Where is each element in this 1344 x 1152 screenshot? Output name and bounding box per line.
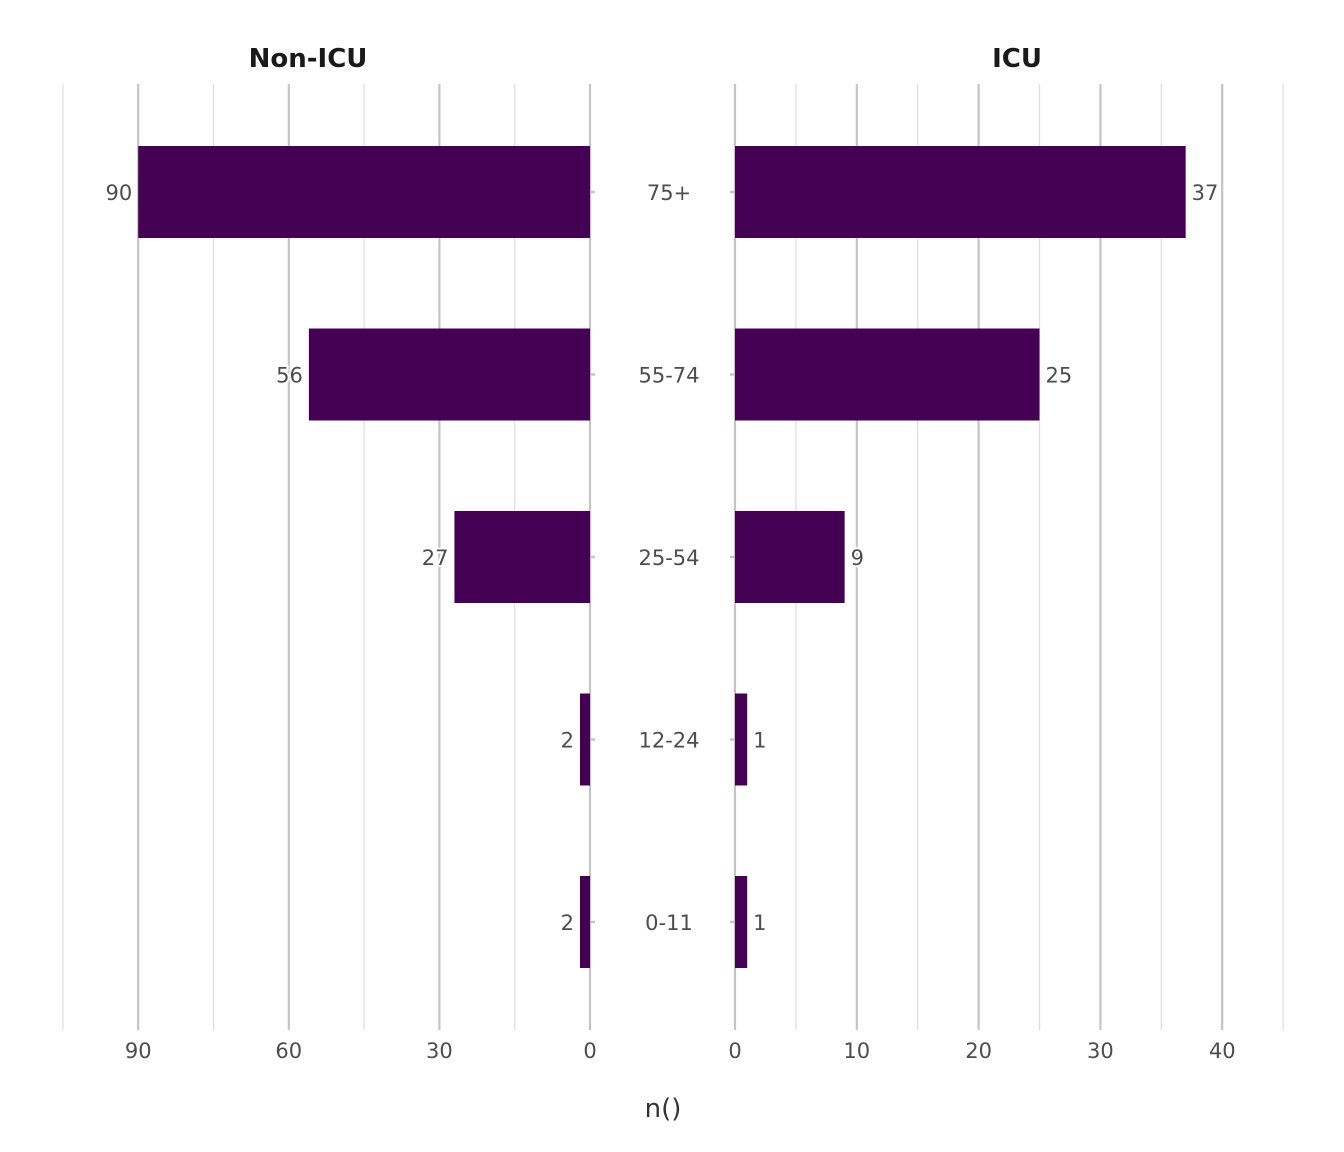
x-tick-label-non-icu: 0 [583, 1039, 596, 1063]
value-label-non-icu: 56 [276, 364, 303, 388]
bar-icu [735, 146, 1186, 238]
panel-title-non-icu: Non-ICU [248, 44, 368, 74]
bar-non-icu [454, 511, 590, 603]
value-label-icu: 9 [851, 546, 864, 570]
value-label-icu: 37 [1192, 181, 1219, 205]
value-label-non-icu: 27 [422, 546, 449, 570]
bar-non-icu [579, 876, 590, 968]
value-label-non-icu: 2 [561, 729, 574, 753]
category-label: 55-74 [638, 364, 699, 388]
value-label-non-icu: 90 [105, 181, 132, 205]
x-tick-label-icu: 40 [1209, 1039, 1236, 1063]
value-label-icu: 1 [753, 911, 766, 935]
bar-non-icu [308, 328, 590, 421]
x-tick-label-non-icu: 60 [275, 1039, 302, 1063]
x-tick-label-icu: 20 [965, 1039, 992, 1063]
x-tick-label-non-icu: 30 [426, 1039, 453, 1063]
x-axis-title: n() [644, 1094, 682, 1124]
x-tick-label-icu: 30 [1087, 1039, 1114, 1063]
value-label-icu: 1 [753, 729, 766, 753]
value-label-icu: 25 [1046, 364, 1073, 388]
bar-icu [735, 328, 1040, 421]
category-label: 75+ [647, 181, 691, 205]
x-tick-label-non-icu: 90 [125, 1039, 152, 1063]
bar-non-icu [138, 146, 590, 238]
category-label: 12-24 [638, 729, 699, 753]
category-label: 0-11 [645, 911, 693, 935]
bar-icu [735, 876, 748, 968]
x-tick-label-icu: 10 [843, 1039, 870, 1063]
value-label-non-icu: 2 [561, 911, 574, 935]
bar-icu [735, 693, 748, 786]
bar-layer [138, 146, 1186, 968]
category-label: 25-54 [638, 546, 699, 570]
panel-title-icu: ICU [992, 44, 1042, 74]
bar-non-icu [579, 693, 590, 786]
x-tick-label-icu: 0 [728, 1039, 741, 1063]
bar-icu [735, 511, 845, 603]
